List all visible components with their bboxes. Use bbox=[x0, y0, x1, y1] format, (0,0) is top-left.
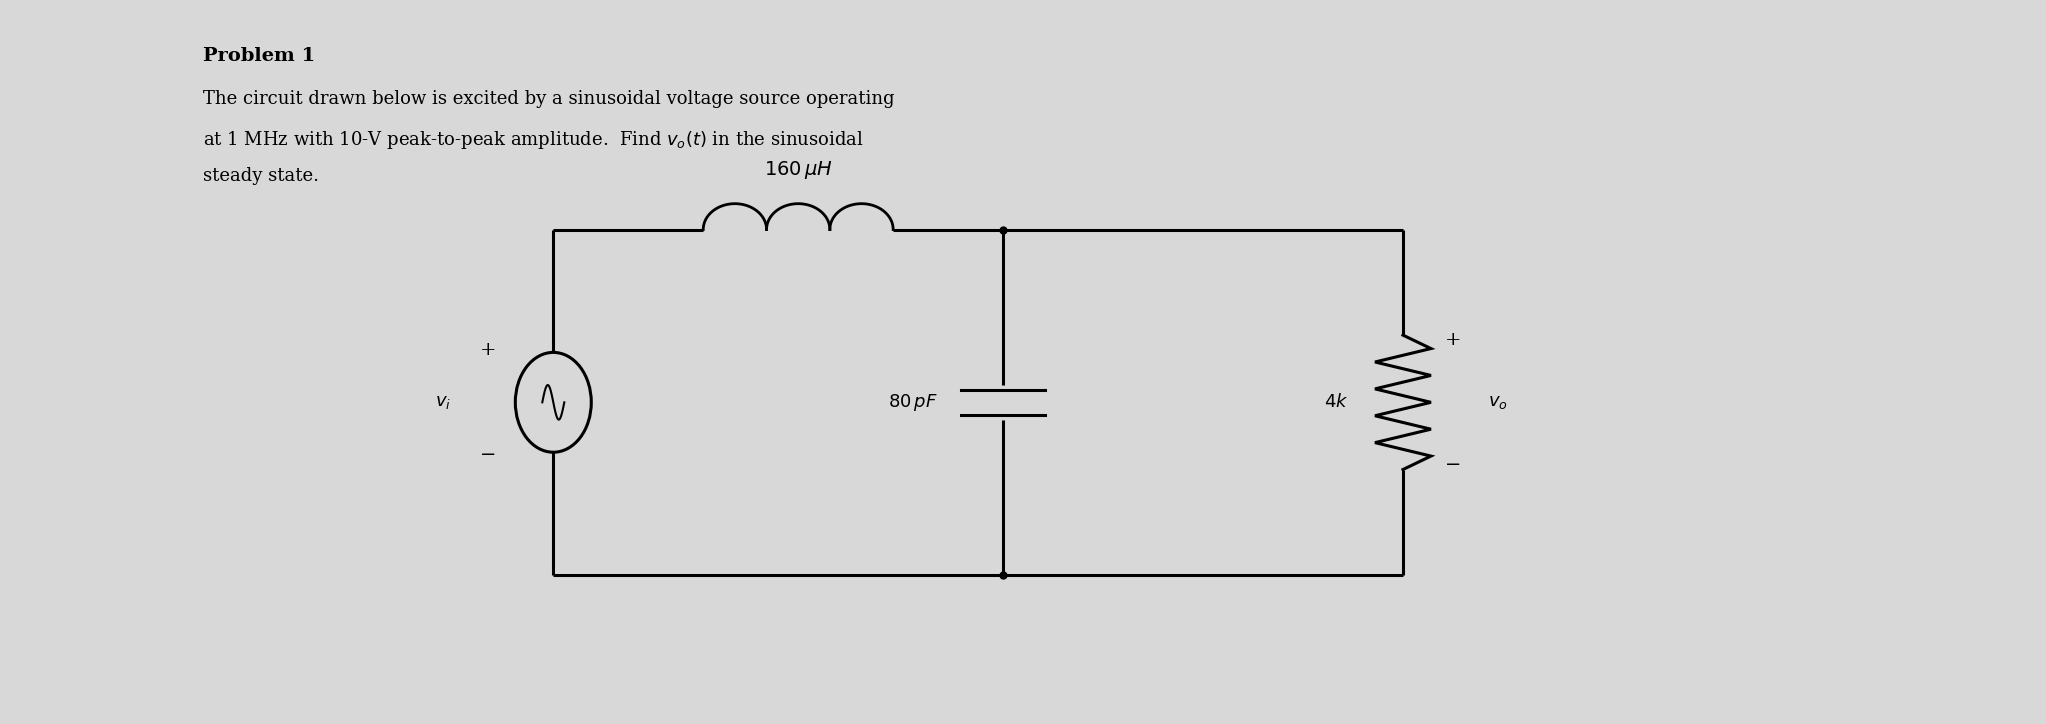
Text: steady state.: steady state. bbox=[203, 167, 319, 185]
Text: $80\,pF$: $80\,pF$ bbox=[888, 392, 939, 413]
Text: $v_i$: $v_i$ bbox=[436, 393, 452, 411]
Text: $160\,\mu H$: $160\,\mu H$ bbox=[763, 159, 833, 181]
Text: +: + bbox=[481, 340, 497, 358]
Text: −: − bbox=[481, 446, 497, 464]
Text: −: − bbox=[1444, 455, 1461, 473]
Text: +: + bbox=[1444, 331, 1461, 349]
Text: The circuit drawn below is excited by a sinusoidal voltage source operating: The circuit drawn below is excited by a … bbox=[203, 90, 894, 109]
Text: at 1 MHz with 10-V peak-to-peak amplitude.  Find $v_o(t)$ in the sinusoidal: at 1 MHz with 10-V peak-to-peak amplitud… bbox=[203, 129, 863, 151]
Text: $v_o$: $v_o$ bbox=[1487, 393, 1508, 411]
Text: $4k$: $4k$ bbox=[1324, 393, 1348, 411]
Text: Problem 1: Problem 1 bbox=[203, 47, 315, 65]
